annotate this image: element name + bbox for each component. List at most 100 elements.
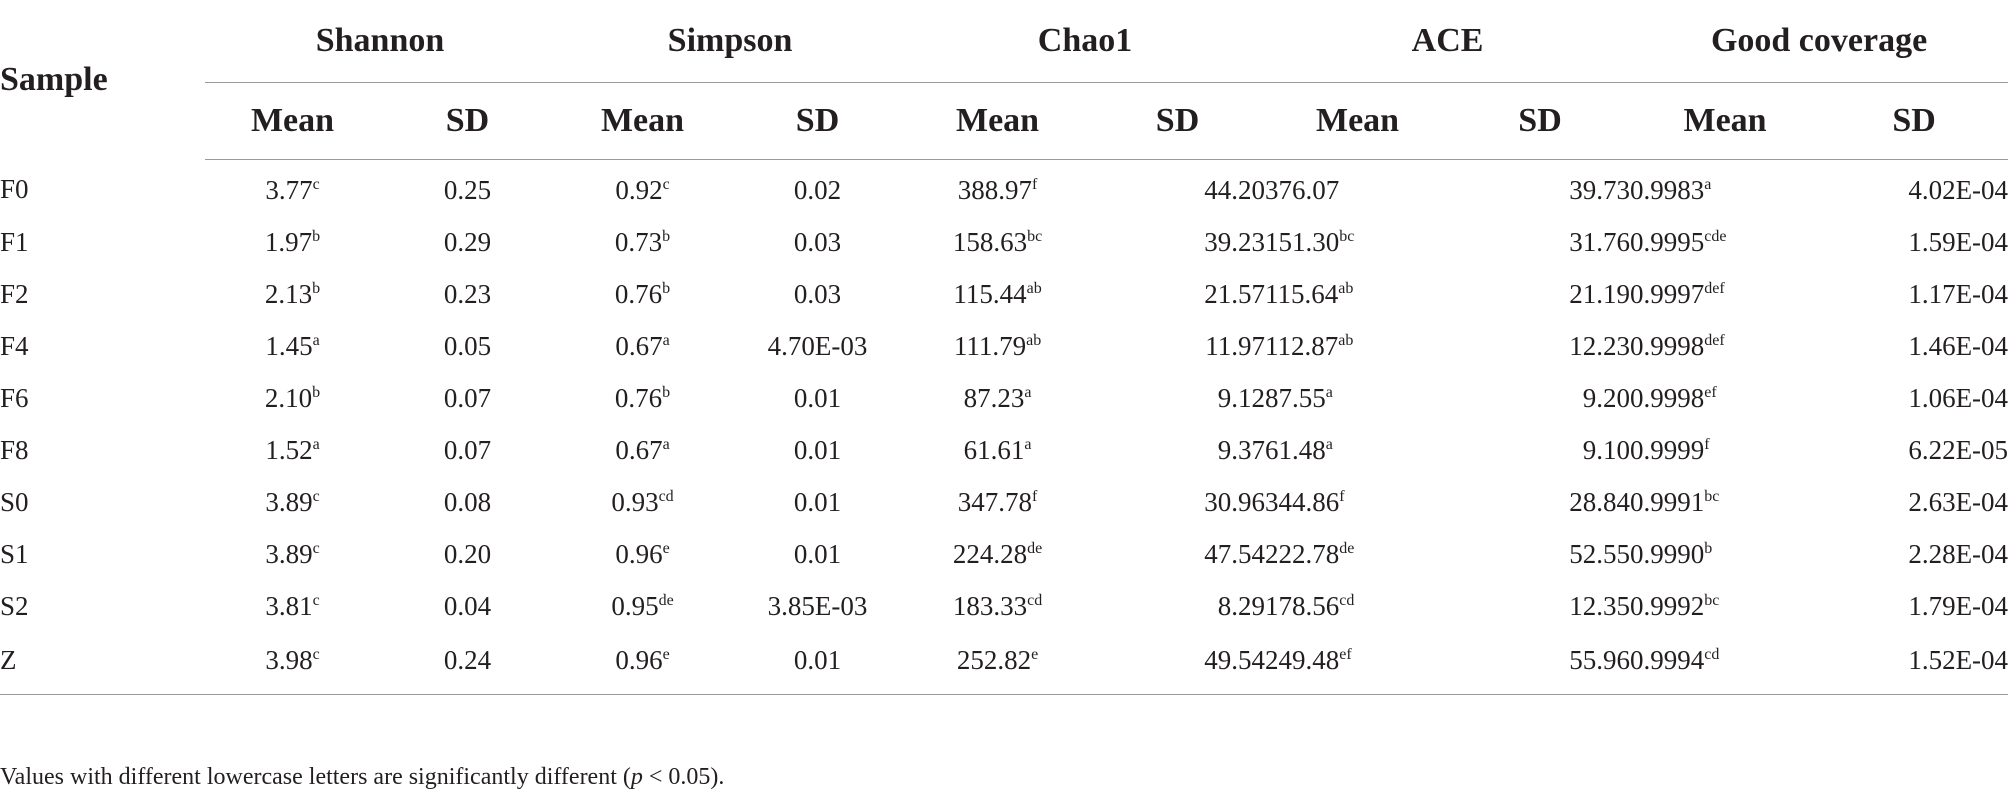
cell-shannon-sd-value: 0.05 — [443, 330, 492, 361]
cell-shannon-mean: 1.52a — [205, 424, 380, 476]
cell-good-coverage-mean: 0.9994cd — [1630, 632, 1821, 695]
cell-chao1-sd-value: 49.54 — [1204, 644, 1266, 675]
table-row: Z 3.98c 0.24 0.96e 0.01 252.82e 49.54 249.48ef 5… — [0, 632, 2008, 695]
table-footnote: Values with different lowercase letters … — [0, 764, 724, 791]
cell-sample: Z — [0, 632, 205, 695]
cell-ace-sd: 39.73 — [1450, 160, 1630, 217]
cell-shannon-sd: 0.29 — [380, 216, 555, 268]
cell-ace-sd-value: 28.84 — [1569, 486, 1631, 517]
cell-ace-mean-value: 61.48 — [1265, 434, 1326, 465]
sample-column-header: Sample — [0, 60, 108, 98]
cell-ace-mean: 178.56cd — [1265, 580, 1450, 632]
cell-chao1-sd-value: 11.97 — [1205, 330, 1266, 361]
subheader-shannon-sd: SD — [380, 82, 556, 160]
significance-letter: bc — [1339, 227, 1355, 245]
cell-shannon-mean: 1.97b — [205, 216, 380, 268]
group-header-simpson: Simpson — [555, 0, 906, 83]
cell-chao1-sd-value: 9.12 — [1217, 382, 1266, 413]
cell-good-coverage-sd: 2.63E-04 — [1820, 476, 2008, 528]
cell-ace-mean-value: 87.55 — [1265, 382, 1326, 413]
cell-ace-mean-value: 344.86 — [1265, 486, 1340, 517]
cell-chao1-sd: 21.57 — [1090, 268, 1265, 320]
significance-letter: de — [1027, 539, 1043, 557]
subheader-chao1-sd: SD — [1090, 82, 1266, 160]
cell-shannon-mean-value: 2.10 — [264, 382, 313, 413]
cell-good-coverage-mean-value: 0.9999 — [1630, 434, 1705, 465]
cell-ace-mean: 87.55a — [1265, 372, 1450, 424]
cell-ace-sd: 52.55 — [1450, 528, 1630, 580]
cell-chao1-sd-value: 47.54 — [1204, 538, 1266, 569]
cell-sample: S0 — [0, 486, 29, 517]
cell-simpson-sd-value: 0.03 — [793, 226, 842, 257]
cell-simpson-mean: 0.67a — [555, 424, 730, 476]
cell-good-coverage-sd: 4.02E-04 — [1820, 160, 2008, 217]
cell-good-coverage-mean: 0.9991bc — [1630, 476, 1820, 528]
cell-good-coverage-mean-value: 0.9994 — [1630, 644, 1705, 675]
cell-simpson-sd-value: 0.01 — [793, 382, 842, 413]
cell-good-coverage-mean-value: 0.9992 — [1630, 590, 1705, 621]
significance-letter: e — [1031, 645, 1039, 663]
significance-letter: b — [662, 279, 671, 297]
cell-chao1-sd: 9.12 — [1090, 372, 1265, 424]
cell-ace-sd-value: 21.19 — [1569, 278, 1631, 309]
cell-simpson-sd-value: 0.03 — [793, 278, 842, 309]
significance-letter: c — [662, 175, 670, 193]
significance-letter: e — [662, 645, 670, 663]
footnote-threshold: < 0.05). — [642, 764, 725, 790]
cell-good-coverage-sd-value: 2.28E-04 — [1908, 538, 2008, 569]
significance-letter: ab — [1026, 331, 1042, 349]
cell-simpson-mean: 0.76b — [555, 268, 730, 320]
table-body: F0 3.77c 0.25 0.92c 0.02 388.97f 44.20 376.07 39… — [0, 160, 2008, 695]
cell-good-coverage-mean-value: 0.9998 — [1630, 382, 1705, 413]
cell-ace-sd-value: 9.10 — [1582, 434, 1631, 465]
cell-shannon-mean: 3.89c — [205, 528, 380, 580]
significance-letter: c — [312, 591, 320, 609]
cell-simpson-mean-value: 0.76 — [614, 382, 663, 413]
subheader-ace-mean: Mean — [1265, 82, 1451, 160]
cell-chao1-mean: 61.61a — [905, 424, 1090, 476]
significance-letter: b — [662, 383, 671, 401]
cell-ace-sd: 28.84 — [1450, 476, 1630, 528]
cell-good-coverage-sd-value: 1.79E-04 — [1908, 590, 2008, 621]
cell-ace-sd: 21.19 — [1450, 268, 1630, 320]
cell-ace-mean: 151.30bc — [1265, 216, 1450, 268]
significance-letter: cd — [658, 487, 674, 505]
cell-simpson-mean: 0.96e — [555, 632, 731, 695]
cell-good-coverage-mean: 0.9997def — [1630, 268, 1820, 320]
cell-ace-mean: 222.78de — [1265, 528, 1450, 580]
cell-chao1-mean-value: 183.33 — [952, 590, 1028, 621]
cell-good-coverage-sd: 1.52E-04 — [1820, 632, 2008, 695]
cell-simpson-sd-value: 0.01 — [793, 644, 842, 675]
cell-chao1-sd: 49.54 — [1090, 632, 1266, 695]
significance-letter: de — [658, 591, 674, 609]
cell-ace-sd: 31.76 — [1450, 216, 1630, 268]
cell-shannon-mean: 3.89c — [205, 476, 380, 528]
significance-letter: c — [312, 645, 320, 663]
cell-simpson-mean-value: 0.73 — [614, 226, 663, 257]
cell-simpson-sd-value: 4.70E-03 — [767, 330, 868, 361]
cell-chao1-mean: 183.33cd — [905, 580, 1090, 632]
cell-chao1-mean-value: 347.78 — [957, 486, 1032, 517]
cell-ace-sd: 9.10 — [1450, 424, 1630, 476]
cell-ace-sd-value: 55.96 — [1569, 644, 1631, 675]
cell-good-coverage-mean: 0.9999f — [1630, 424, 1820, 476]
cell-shannon-sd-value: 0.04 — [443, 590, 492, 621]
table-row: S2 3.81c 0.04 0.95de 3.85E-03 183.33cd 8.29 178… — [0, 580, 2008, 632]
cell-simpson-sd: 0.03 — [730, 216, 905, 268]
cell-chao1-sd-value: 8.29 — [1217, 590, 1266, 621]
cell-shannon-sd: 0.25 — [380, 160, 555, 217]
cell-good-coverage-sd: 1.17E-04 — [1820, 268, 2008, 320]
cell-good-coverage-mean: 0.9998def — [1630, 320, 1820, 372]
cell-simpson-mean: 0.92c — [555, 160, 730, 217]
significance-letter: f — [1339, 487, 1345, 505]
cell-shannon-mean-value: 3.89 — [265, 486, 313, 517]
cell-sample: F1 — [0, 226, 29, 257]
significance-letter: de — [1339, 539, 1355, 557]
table-row: F1 1.97b 0.29 0.73b 0.03 158.63bc 39.23 151.30b… — [0, 216, 2008, 268]
cell-shannon-mean: 3.98c — [205, 632, 380, 695]
significance-letter: ab — [1338, 331, 1354, 349]
cell-chao1-mean: 87.23a — [905, 372, 1090, 424]
subheader-simpson-sd: SD — [730, 82, 906, 160]
subheader-ace-sd: SD — [1450, 82, 1631, 160]
significance-letter: e — [662, 539, 670, 557]
